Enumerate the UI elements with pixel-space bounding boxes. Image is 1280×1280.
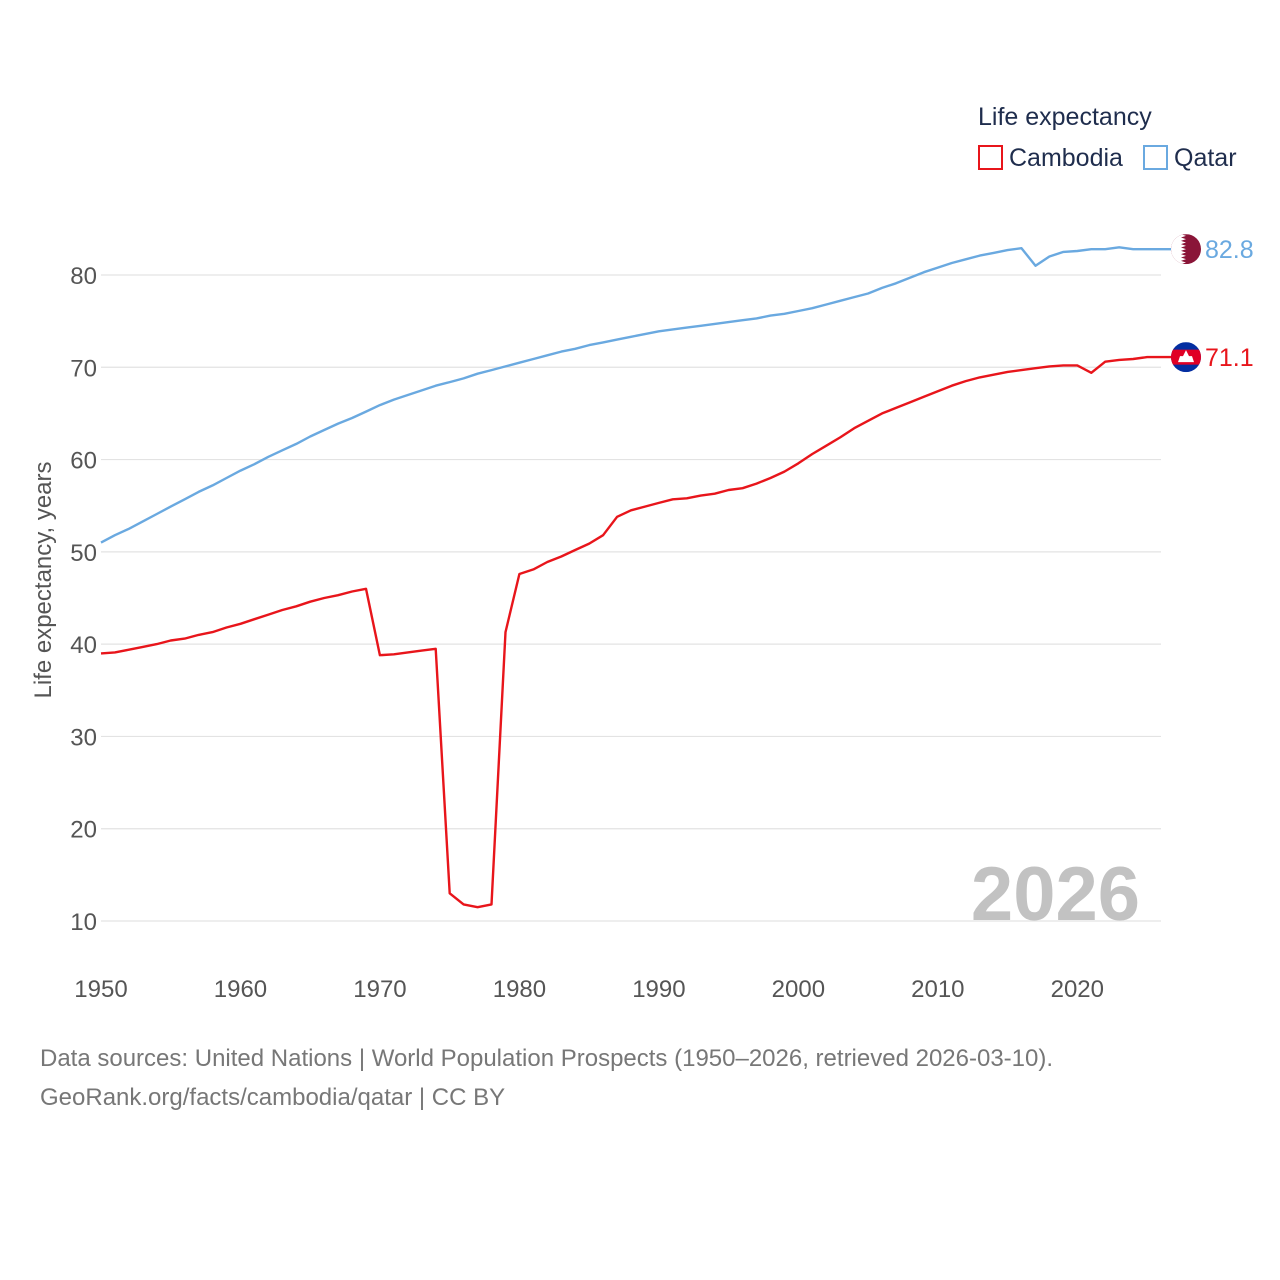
qatar-flag-icon xyxy=(1171,234,1201,265)
footer-attribution[interactable]: GeoRank.org/facts/cambodia/qatar | CC BY xyxy=(40,1084,506,1111)
legend-item-qatar[interactable]: Qatar xyxy=(1143,144,1237,172)
y-tick-label: 20 xyxy=(70,817,97,844)
x-tick-label: 1980 xyxy=(493,976,546,1003)
legend-label-cambodia: Cambodia xyxy=(1009,144,1123,172)
x-tick-label: 1960 xyxy=(214,976,267,1003)
x-tick-label: 1990 xyxy=(632,976,685,1003)
legend-title: Life expectancy xyxy=(978,103,1152,131)
gridlines xyxy=(101,274,1161,922)
cambodia-flag-icon xyxy=(1171,342,1201,373)
y-axis: 10 20 30 40 50 60 70 80 xyxy=(70,263,97,936)
series-line-qatar xyxy=(100,246,1172,544)
series-lines xyxy=(100,246,1172,909)
x-tick-label: 1970 xyxy=(353,976,406,1003)
end-value-cambodia: 71.1 xyxy=(1205,344,1254,372)
x-tick-label: 1950 xyxy=(74,976,127,1003)
y-tick-label: 10 xyxy=(70,909,97,936)
y-tick-label: 40 xyxy=(70,632,97,659)
x-axis: 1950 1960 1970 1980 1990 2000 2010 2020 xyxy=(74,976,1104,1003)
x-tick-label: 2020 xyxy=(1051,976,1104,1003)
chart-area: 10 20 30 40 50 60 70 80 1950 1960 1970 1980 1990 200… xyxy=(30,103,1254,1003)
y-tick-label: 70 xyxy=(70,355,97,382)
legend-swatch-qatar xyxy=(1143,145,1168,170)
legend[interactable]: Life expectancy Cambodia Qatar xyxy=(978,103,1237,172)
series-line-cambodia xyxy=(100,355,1172,909)
y-tick-label: 50 xyxy=(70,540,97,567)
legend-swatch-cambodia xyxy=(978,145,1003,170)
x-tick-label: 2000 xyxy=(772,976,825,1003)
y-tick-label: 80 xyxy=(70,263,97,290)
y-tick-label: 30 xyxy=(70,724,97,751)
x-tick-label: 2010 xyxy=(911,976,964,1003)
year-watermark: 2026 xyxy=(971,852,1140,937)
end-value-qatar: 82.8 xyxy=(1205,236,1254,264)
footer-sources: Data sources: United Nations | World Pop… xyxy=(40,1045,1054,1072)
end-markers: 82.8 71.1 xyxy=(1171,234,1254,373)
y-axis-title: Life expectancy, years xyxy=(30,461,57,698)
legend-item-cambodia[interactable]: Cambodia xyxy=(978,144,1123,172)
legend-label-qatar: Qatar xyxy=(1174,144,1237,172)
y-tick-label: 60 xyxy=(70,448,97,475)
